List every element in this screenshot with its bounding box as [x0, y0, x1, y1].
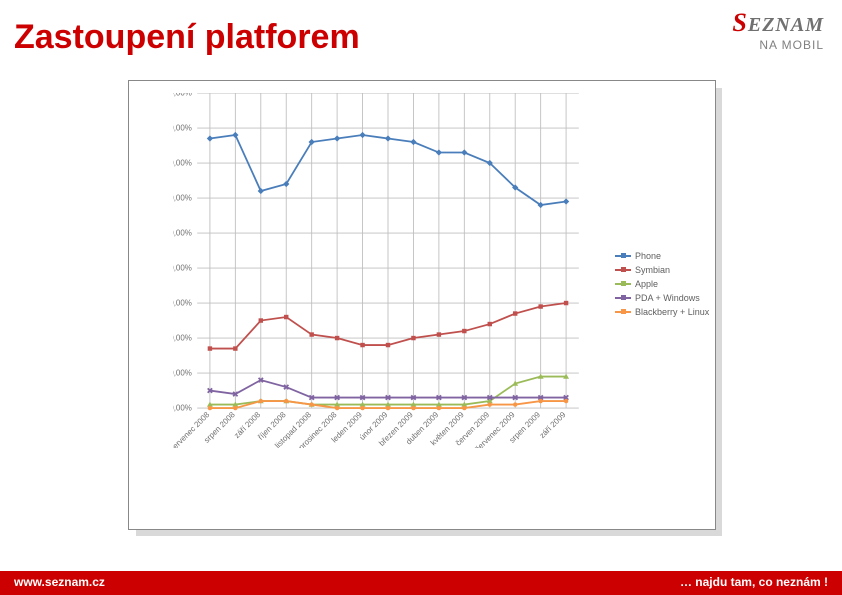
svg-text:50,00%: 50,00%	[173, 229, 192, 238]
svg-text:20,00%: 20,00%	[173, 334, 192, 343]
svg-text:70,00%: 70,00%	[173, 159, 192, 168]
svg-text:60,00%: 60,00%	[173, 194, 192, 203]
legend-label: Symbian	[635, 265, 670, 275]
chart-svg: 0,00% 10,00% 20,00% 30,00% 40,00% 50,00% 60,00…	[173, 93, 603, 448]
legend-item: Phone	[615, 251, 709, 261]
footer-slogan: … najdu tam, co neznám !	[680, 575, 828, 589]
legend-item: PDA + Windows	[615, 293, 709, 303]
svg-text:40,00%: 40,00%	[173, 264, 192, 273]
svg-text:10,00%: 10,00%	[173, 369, 192, 378]
legend-label: Blackberry + Linux	[635, 307, 709, 317]
footer-bar: www.seznam.cz … najdu tam, co neznám !	[0, 571, 842, 595]
svg-text:30,00%: 30,00%	[173, 299, 192, 308]
logo-sub: NA MOBIL	[732, 38, 824, 52]
legend-item: Apple	[615, 279, 709, 289]
footer-url: www.seznam.cz	[14, 575, 105, 589]
svg-text:září 2009: září 2009	[538, 410, 568, 440]
seznam-logo: SEZNAM NA MOBIL	[732, 8, 824, 52]
chart-legend: Phone Symbian Apple PDA + Windows Blackberry…	[615, 251, 709, 321]
legend-label: Apple	[635, 279, 658, 289]
svg-text:0,00%: 0,00%	[173, 404, 192, 413]
chart-container: 0,00% 10,00% 20,00% 30,00% 40,00% 50,00% 60,00…	[128, 80, 716, 530]
legend-label: Phone	[635, 251, 661, 261]
logo-rest: EZNAM	[748, 14, 824, 36]
svg-text:90,00%: 90,00%	[173, 93, 192, 98]
page-title: Zastoupení platforem	[14, 18, 360, 57]
legend-item: Symbian	[615, 265, 709, 275]
logo-s: S	[732, 8, 747, 37]
svg-text:80,00%: 80,00%	[173, 124, 192, 133]
legend-item: Blackberry + Linux	[615, 307, 709, 317]
legend-label: PDA + Windows	[635, 293, 700, 303]
